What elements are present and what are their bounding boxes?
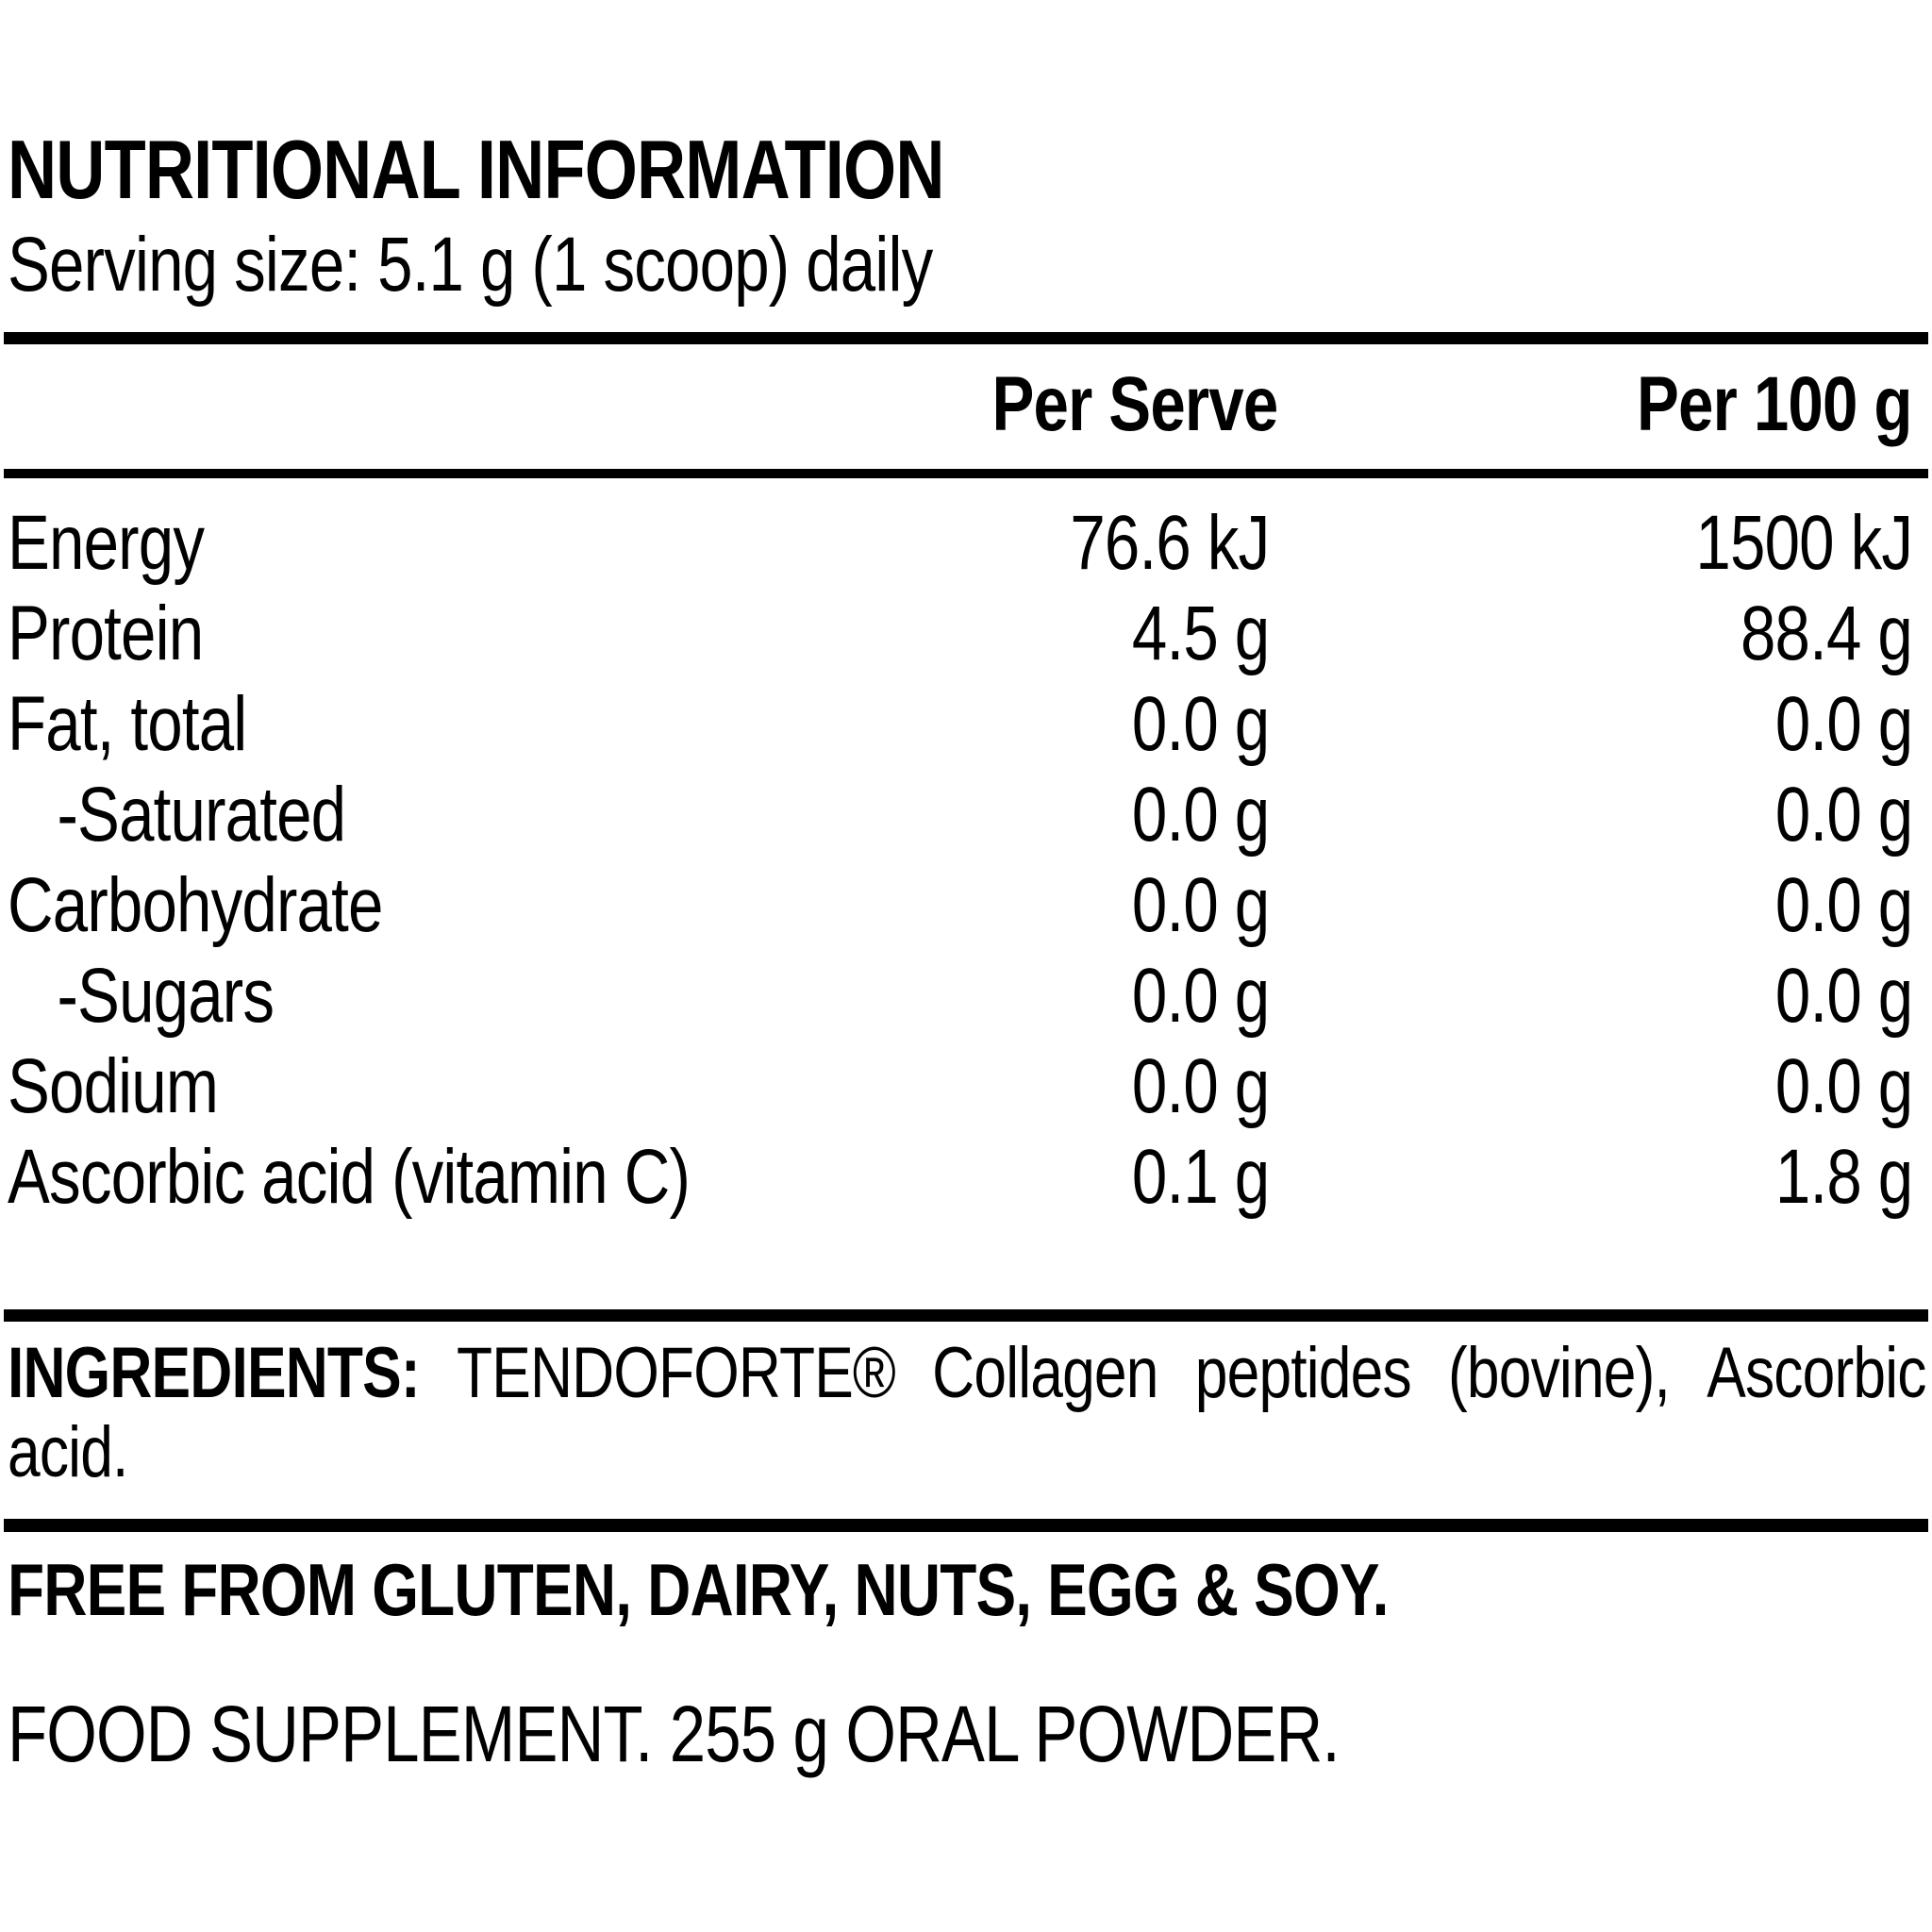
per-100g-value: 1500 kJ xyxy=(1695,500,1913,586)
table-row: Fat, total 0.0 g 0.0 g xyxy=(0,679,1932,770)
nutrition-table-body: Energy 76.6 kJ 1500 kJ Protein 4.5 g 88.… xyxy=(0,498,1932,1223)
per-serve-value-cell: 0.0 g xyxy=(929,860,1287,951)
serving-size-line: Serving size: 5.1 g (1 scoop) daily xyxy=(8,226,1136,304)
ingredients-word: peptides xyxy=(1194,1333,1412,1413)
per-serve-value-cell: 0.0 g xyxy=(929,770,1287,860)
table-header-per-serve: Per Serve xyxy=(929,366,1287,443)
table-row: Carbohydrate 0.0 g 0.0 g xyxy=(0,860,1932,951)
ingredients-line-1: INGREDIENTS: TENDOFORTE® Collagen peptides (… xyxy=(8,1334,1926,1413)
nutrient-name: Fat, total xyxy=(8,681,247,767)
ingredients-heading: INGREDIENTS: xyxy=(8,1333,421,1413)
nutrient-name-cell: Carbohydrate xyxy=(0,860,929,951)
nutrient-name: Carbohydrate xyxy=(8,862,383,948)
nutrient-name-cell: Protein xyxy=(0,589,929,679)
food-supplement-text: FOOD SUPPLEMENT. 255 g ORAL POWDER. xyxy=(8,1690,1341,1778)
table-header-per-100g: Per 100 g xyxy=(1287,366,1932,443)
per-serve-value-cell: 0.0 g xyxy=(929,1041,1287,1132)
per-100g-value-cell: 0.0 g xyxy=(1287,770,1932,860)
nutrient-name: Ascorbic acid (vitamin C) xyxy=(8,1134,691,1220)
per-100g-value: 1.8 g xyxy=(1774,1134,1913,1220)
per-serve-value-cell: 4.5 g xyxy=(929,589,1287,679)
table-row: Sodium 0.0 g 0.0 g xyxy=(0,1041,1932,1132)
per-100g-value-cell: 0.0 g xyxy=(1287,679,1932,770)
free-from-text: FREE FROM GLUTEN, DAIRY, NUTS, EGG & SOY… xyxy=(8,1548,1389,1631)
nutrient-name-cell: -Saturated xyxy=(0,770,929,860)
table-row: Ascorbic acid (vitamin C) 0.1 g 1.8 g xyxy=(0,1132,1932,1223)
table-row: -Sugars 0.0 g 0.0 g xyxy=(0,951,1932,1041)
food-supplement-statement: FOOD SUPPLEMENT. 255 g ORAL POWDER. xyxy=(8,1694,1632,1774)
per-serve-value: 0.0 g xyxy=(1131,681,1270,767)
nutrient-name: -Saturated xyxy=(57,772,346,858)
divider-top-thick xyxy=(4,332,1928,344)
per-serve-value: 0.0 g xyxy=(1131,862,1270,948)
nutrient-name-cell: Fat, total xyxy=(0,679,929,770)
ingredients-word: (bovine), xyxy=(1447,1333,1671,1413)
per-100g-value: 0.0 g xyxy=(1774,862,1913,948)
table-row: Protein 4.5 g 88.4 g xyxy=(0,589,1932,679)
per-100g-value-cell: 1.8 g xyxy=(1287,1132,1932,1223)
per-100g-value-cell: 1500 kJ xyxy=(1287,498,1932,589)
per-serve-value: 0.0 g xyxy=(1131,772,1270,858)
nutrient-name-cell: Ascorbic acid (vitamin C) xyxy=(0,1132,929,1223)
per-100g-value: 0.0 g xyxy=(1774,681,1913,767)
per-serve-value-cell: 0.1 g xyxy=(929,1132,1287,1223)
per-serve-value-cell: 0.0 g xyxy=(929,679,1287,770)
ingredients-word: TENDOFORTE® xyxy=(456,1333,896,1413)
per-100g-value-cell: 0.0 g xyxy=(1287,951,1932,1041)
nutrient-name: Energy xyxy=(8,500,205,586)
per-100g-value-cell: 0.0 g xyxy=(1287,1041,1932,1132)
nutrient-name-cell: Energy xyxy=(0,498,929,589)
per-100g-value: 88.4 g xyxy=(1740,591,1913,676)
divider-table-bottom-thick xyxy=(4,1309,1928,1322)
per-100g-value-cell: 88.4 g xyxy=(1287,589,1932,679)
serving-size-text: Serving size: 5.1 g (1 scoop) daily xyxy=(8,222,933,308)
per-serve-value-cell: 76.6 kJ xyxy=(929,498,1287,589)
divider-ingredients-bottom-thick xyxy=(4,1519,1928,1532)
per-serve-header-text: Per Serve xyxy=(991,361,1278,447)
divider-header-thin xyxy=(4,469,1928,478)
per-serve-value: 0.0 g xyxy=(1131,1043,1270,1129)
ingredients-section: INGREDIENTS: TENDOFORTE® Collagen peptides (… xyxy=(8,1334,1932,1492)
nutrient-name: -Sugars xyxy=(57,953,275,1039)
table-header-row: Per Serve Per 100 g xyxy=(0,366,1932,443)
per-serve-value-cell: 0.0 g xyxy=(929,951,1287,1041)
per-100g-value-cell: 0.0 g xyxy=(1287,860,1932,951)
table-row: -Saturated 0.0 g 0.0 g xyxy=(0,770,1932,860)
per-serve-value: 76.6 kJ xyxy=(1069,500,1270,586)
ingredients-line-2: acid. xyxy=(8,1413,1932,1492)
per-100g-value: 0.0 g xyxy=(1774,1043,1913,1129)
per-100g-value: 0.0 g xyxy=(1774,772,1913,858)
per-100g-header-text: Per 100 g xyxy=(1637,361,1912,447)
ingredients-word: Ascorbic xyxy=(1707,1333,1926,1413)
ingredients-word: Collagen xyxy=(932,1333,1158,1413)
nutrient-name-cell: Sodium xyxy=(0,1041,929,1132)
per-100g-value: 0.0 g xyxy=(1774,953,1913,1039)
table-row: Energy 76.6 kJ 1500 kJ xyxy=(0,498,1932,589)
page-title: NUTRITIONAL INFORMATION xyxy=(8,128,1150,211)
nutrient-name-cell: -Sugars xyxy=(0,951,929,1041)
free-from-statement: FREE FROM GLUTEN, DAIRY, NUTS, EGG & SOY… xyxy=(8,1553,1691,1626)
nutrient-name: Protein xyxy=(8,591,204,676)
page-title-text: NUTRITIONAL INFORMATION xyxy=(8,123,944,216)
per-serve-value: 4.5 g xyxy=(1131,591,1270,676)
per-serve-value: 0.0 g xyxy=(1131,953,1270,1039)
ingredients-line-2-text: acid. xyxy=(8,1412,128,1492)
nutrient-name: Sodium xyxy=(8,1043,219,1129)
per-serve-value: 0.1 g xyxy=(1131,1134,1270,1220)
